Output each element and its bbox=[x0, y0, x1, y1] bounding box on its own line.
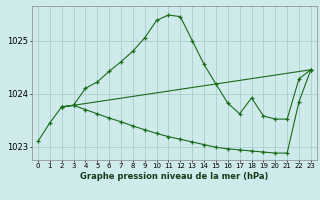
X-axis label: Graphe pression niveau de la mer (hPa): Graphe pression niveau de la mer (hPa) bbox=[80, 172, 268, 181]
